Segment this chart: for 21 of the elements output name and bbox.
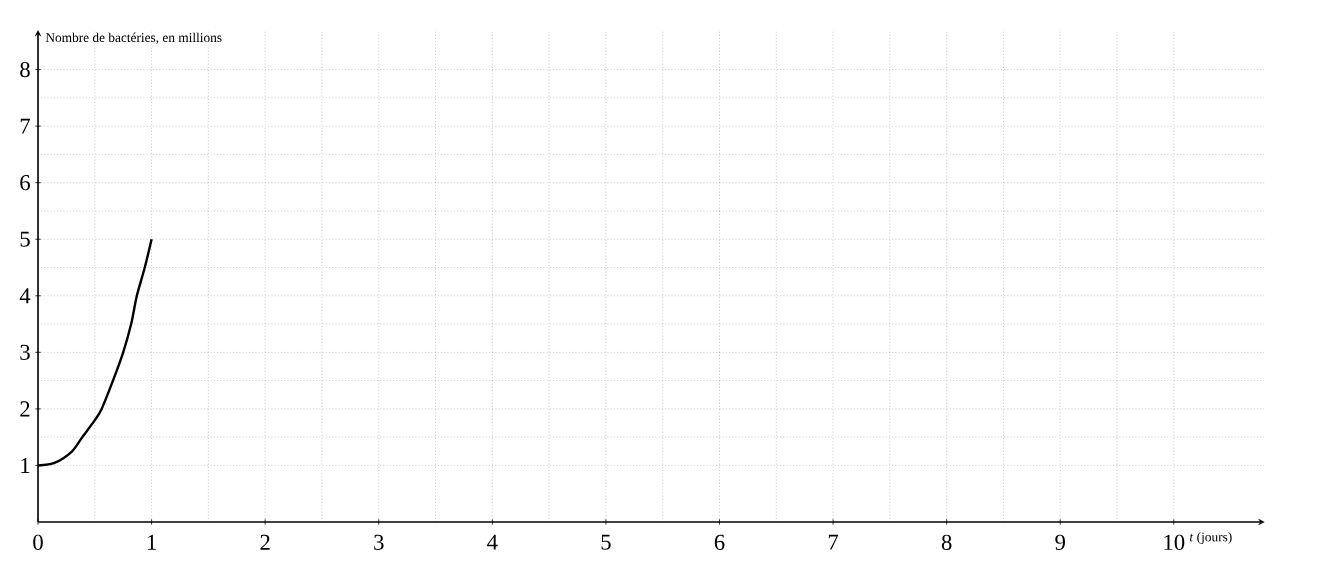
x-tick-label: 5 — [601, 534, 611, 550]
x-tick-label: 3 — [374, 534, 384, 550]
y-tick-label: 3 — [20, 344, 30, 360]
y-tick-label: 4 — [19, 288, 31, 304]
y-tick-label: 5 — [20, 231, 30, 247]
y-axis-title: Nombre de bactéries, en millions — [45, 32, 222, 44]
x-tick-label: 7 — [828, 534, 839, 550]
x-axis-title: t (jours) — [1189, 532, 1232, 545]
x-tick-label: 4 — [487, 534, 498, 550]
y-tick-label: 1 — [21, 457, 30, 473]
y-tick-label: 6 — [20, 175, 30, 191]
x-tick-label: 6 — [714, 534, 725, 550]
y-tick-label: 7 — [20, 118, 30, 134]
x-tick-label: 8 — [941, 534, 952, 550]
x-tick-label: 2 — [260, 534, 270, 550]
x-tick-label: 10 — [1164, 534, 1185, 550]
x-tick-label: 1 — [147, 534, 156, 550]
x-tick-label: 9 — [1055, 534, 1065, 550]
y-tick-label: 2 — [20, 401, 30, 417]
y-tick-label: 8 — [20, 61, 30, 78]
x-tick-label: 0 — [33, 534, 43, 550]
